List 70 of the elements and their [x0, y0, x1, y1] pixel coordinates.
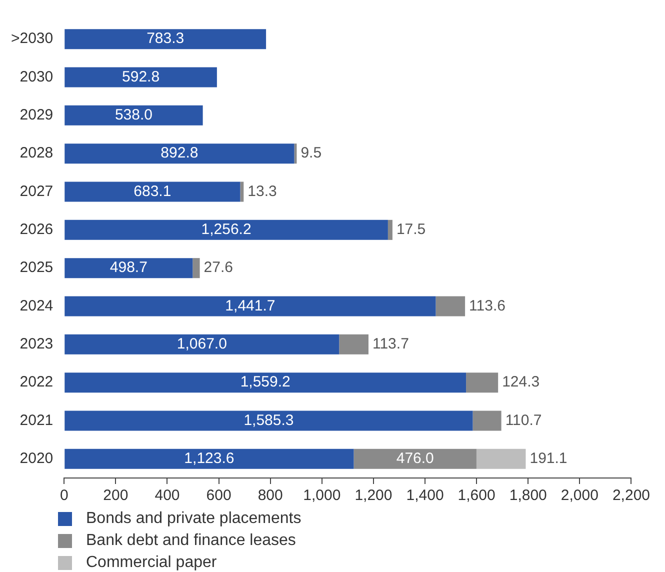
- legend-label: Bank debt and finance leases: [86, 532, 296, 550]
- x-tick-label: 1,400: [406, 487, 444, 504]
- bar: [476, 448, 526, 469]
- bar: [64, 67, 217, 88]
- y-tick-label: 2023: [20, 336, 54, 353]
- data-label: 1,441.7: [225, 297, 276, 314]
- y-tick-label: 2030: [20, 68, 54, 86]
- x-tick-label: 2,200: [612, 487, 650, 504]
- bar: [472, 410, 502, 431]
- bar: [64, 296, 436, 316]
- bar: [64, 105, 203, 126]
- x-tick-label: 1,000: [303, 487, 341, 504]
- y-tick-label: 2029: [20, 106, 54, 124]
- bar: [388, 220, 392, 240]
- bar: [64, 448, 354, 469]
- x-tick-label: 1,600: [458, 487, 496, 504]
- bar: [64, 220, 388, 240]
- bar: [64, 29, 266, 50]
- y-tick-label: 2025: [20, 259, 54, 276]
- bar: [64, 182, 240, 202]
- bar: [64, 372, 466, 393]
- bar: [192, 258, 200, 278]
- bar: [64, 258, 193, 278]
- x-tick-label: 2,000: [560, 487, 598, 504]
- data-label: 124.3: [502, 374, 540, 391]
- data-label: 113.6: [469, 297, 506, 314]
- legend-label: Commercial paper: [86, 554, 217, 572]
- data-label: 498.7: [110, 259, 148, 276]
- bar: [64, 410, 473, 431]
- data-label: 1,067.0: [176, 336, 227, 353]
- bar: [354, 448, 476, 469]
- y-tick-label: 2020: [20, 450, 54, 468]
- data-label: 27.6: [204, 259, 233, 276]
- x-tick-label: 1,800: [509, 487, 547, 504]
- y-tick-label: 2027: [20, 182, 54, 200]
- data-label: 1,256.2: [201, 221, 252, 238]
- data-label: 783.3: [146, 30, 184, 48]
- data-label: 113.7: [372, 336, 409, 353]
- data-label: 110.7: [505, 412, 542, 429]
- data-label: 592.8: [122, 68, 160, 86]
- legend-label: Bonds and private placements: [86, 510, 302, 528]
- x-tick-label: 0: [60, 487, 68, 504]
- bar: [64, 334, 340, 354]
- data-label: 9.5: [300, 144, 322, 162]
- y-tick-label: 2028: [20, 144, 54, 162]
- data-label: 13.3: [248, 182, 277, 200]
- bar: [240, 182, 244, 202]
- data-label: 476.0: [396, 450, 434, 468]
- data-label: 1,559.2: [240, 374, 290, 391]
- bar: [466, 372, 498, 393]
- bar: [436, 296, 466, 316]
- x-tick-label: 400: [154, 487, 180, 504]
- data-label: 1,585.3: [244, 412, 294, 429]
- y-tick-label: 2022: [20, 374, 54, 391]
- y-tick-label: >2030: [10, 30, 54, 48]
- y-tick-label: 2021: [20, 412, 54, 429]
- x-tick-label: 800: [258, 487, 283, 504]
- data-label: 1,123.6: [184, 450, 234, 468]
- data-label: 17.5: [396, 221, 426, 238]
- data-label: 191.1: [530, 450, 568, 468]
- x-tick-label: 600: [206, 487, 232, 504]
- x-tick-label: 1,200: [354, 487, 392, 504]
- bar: [339, 334, 368, 354]
- data-label: 683.1: [134, 182, 172, 200]
- data-label: 538.0: [114, 106, 152, 124]
- x-tick-label: 200: [103, 487, 128, 504]
- bar: [64, 144, 294, 164]
- data-label: 892.8: [160, 144, 198, 162]
- y-tick-label: 2024: [20, 297, 54, 314]
- y-tick-label: 2026: [20, 221, 54, 238]
